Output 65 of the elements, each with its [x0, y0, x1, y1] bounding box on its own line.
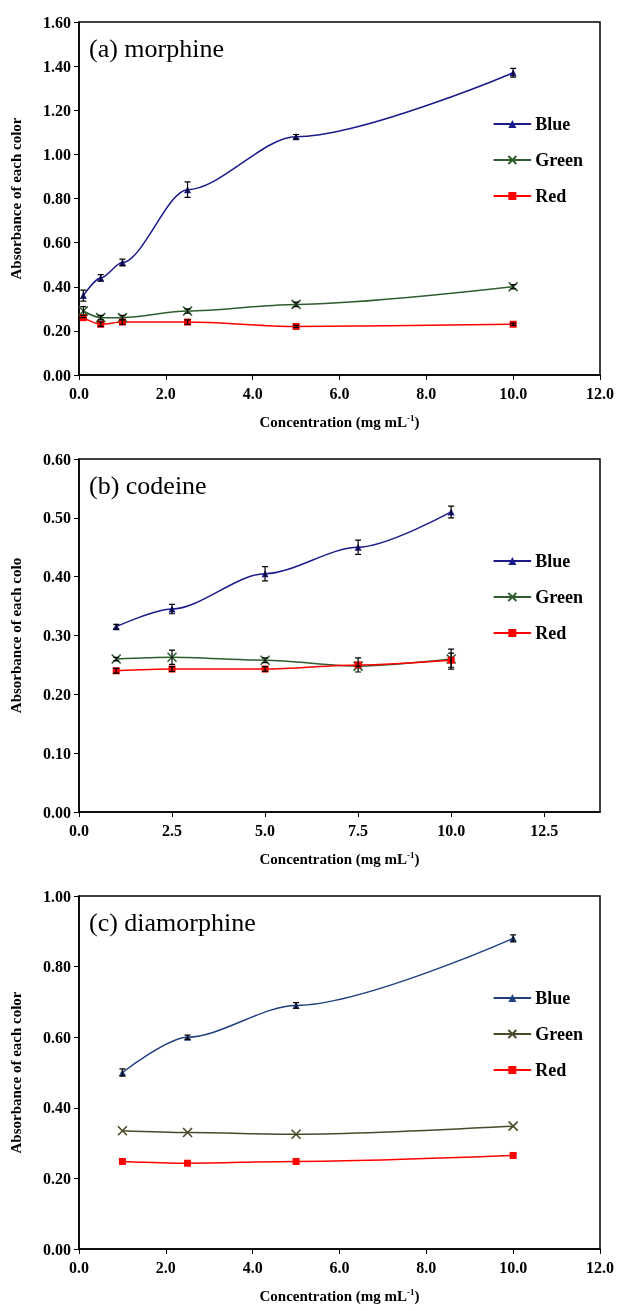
y-tick-label: 0.20	[43, 322, 71, 340]
y-tick-label: 0.00	[43, 803, 71, 821]
y-tick-label: 1.60	[43, 13, 71, 31]
y-tick-label: 0.00	[43, 1240, 71, 1258]
x-tick-label: 2.5	[162, 821, 183, 839]
chart-title: (a) morphine	[89, 33, 225, 63]
x-tick-label: 2.0	[155, 384, 176, 402]
y-tick-label: 0.60	[43, 1028, 71, 1046]
chart-title: (c) diamorphine	[89, 907, 256, 937]
x-tick-label: 0.0	[69, 384, 89, 402]
x-tick-label: 4.0	[242, 384, 263, 402]
legend-label: Red	[535, 623, 567, 643]
point	[292, 1157, 300, 1165]
point	[182, 1127, 193, 1138]
y-tick-label: 0.20	[43, 685, 71, 703]
y-tick-label: 0.10	[43, 744, 71, 762]
x-tick-label: 10.0	[437, 821, 466, 839]
y-tick-label: 0.60	[43, 450, 71, 468]
point	[290, 1128, 302, 1140]
x-tick-label: 0.0	[69, 1258, 89, 1276]
legend-label: Green	[535, 150, 583, 170]
x-tick-label: 8.0	[416, 1258, 437, 1276]
y-tick-label: 1.40	[43, 57, 71, 75]
y-axis-title: Absorbance of each color	[7, 991, 24, 1154]
point	[507, 1120, 519, 1132]
legend-label: Blue	[535, 551, 571, 571]
point	[117, 1125, 128, 1137]
y-tick-label: 0.20	[43, 1169, 71, 1187]
y-tick-label: 0.40	[43, 278, 71, 296]
legend-label: Red	[535, 186, 567, 206]
legend-label: Red	[535, 1060, 567, 1080]
y-tick-label: 0.40	[43, 568, 71, 586]
x-tick-label: 4.0	[242, 1258, 263, 1276]
point	[118, 1157, 126, 1165]
chart-title: (b) codeine	[89, 470, 207, 500]
legend-label: Blue	[535, 988, 571, 1008]
x-tick-label: 5.0	[255, 821, 276, 839]
x-tick-label: 7.5	[348, 821, 369, 839]
legend-label: Green	[535, 1024, 583, 1044]
y-tick-label: 0.00	[43, 366, 71, 384]
y-axis-title: Absorbance of each colo	[7, 557, 24, 714]
x-tick-label: 6.0	[329, 1258, 350, 1276]
y-axis-title: Absorbance of each color	[7, 117, 24, 280]
x-tick-label: 12.5	[530, 821, 559, 839]
x-tick-label: 12.0	[586, 384, 614, 402]
point	[509, 1151, 517, 1159]
x-tick-label: 0.0	[69, 821, 89, 839]
point	[184, 1159, 192, 1167]
y-tick-label: 1.00	[43, 887, 71, 905]
x-tick-label: 10.0	[499, 1258, 528, 1276]
x-tick-label: 2.0	[155, 1258, 176, 1276]
y-tick-label: 1.20	[43, 101, 71, 119]
x-tick-label: 12.0	[586, 1258, 614, 1276]
x-tick-label: 8.0	[416, 384, 437, 402]
y-tick-label: 1.00	[43, 145, 71, 163]
x-tick-label: 10.0	[499, 384, 528, 402]
y-tick-label: 0.60	[43, 234, 71, 252]
y-tick-label: 0.50	[43, 509, 71, 527]
y-tick-label: 0.30	[43, 627, 71, 644]
y-tick-label: 0.40	[43, 1099, 71, 1117]
y-tick-label: 0.80	[43, 958, 71, 976]
y-tick-label: 0.80	[43, 190, 71, 207]
x-tick-label: 6.0	[329, 384, 350, 402]
legend-label: Green	[535, 587, 583, 607]
legend-label: Blue	[535, 114, 571, 134]
